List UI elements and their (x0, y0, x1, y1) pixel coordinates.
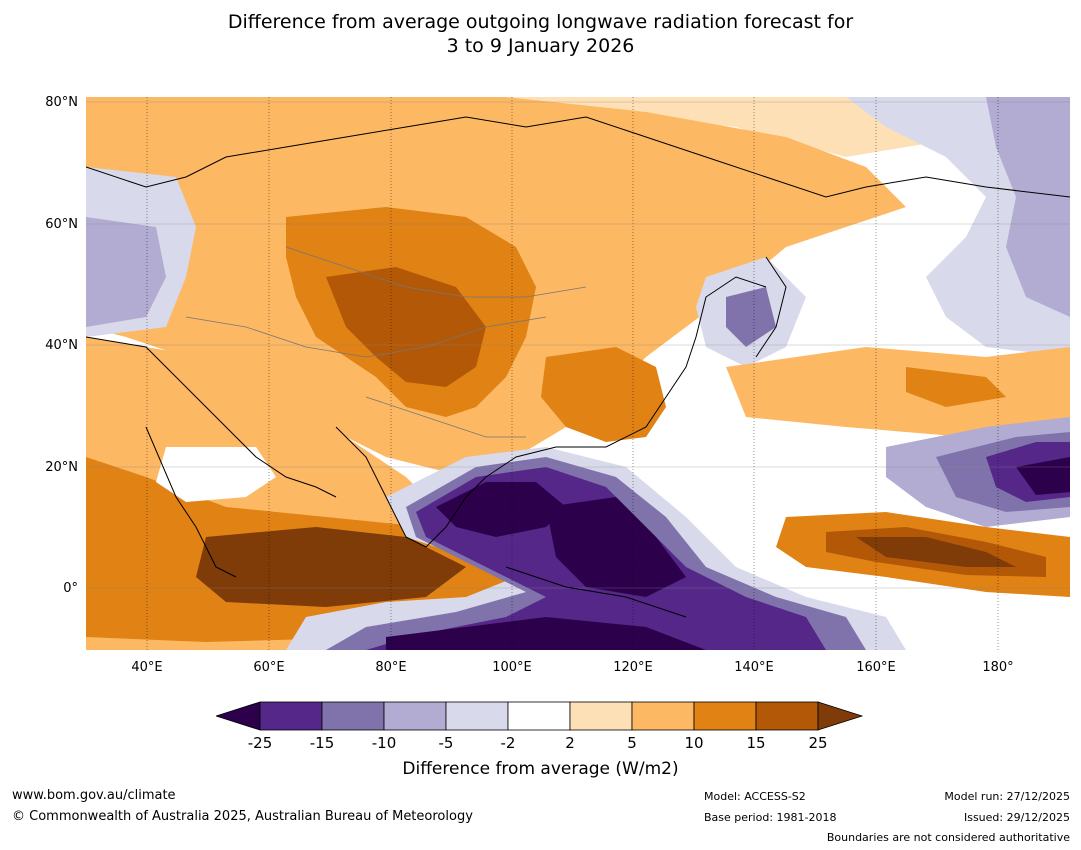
map-canvas (86, 97, 1070, 650)
lon-label-40e: 40°E (131, 660, 163, 675)
colorbar-segment (693, 701, 757, 731)
lat-label-0: 0° (63, 581, 78, 596)
colorbar-segment (259, 701, 323, 731)
lon-label-100e: 100°E (492, 660, 532, 675)
colorbar-segment (383, 701, 447, 731)
lon-label-160e: 160°E (856, 660, 896, 675)
lat-label-80n: 80°N (45, 95, 78, 110)
colorbar-tick-label: -5 (438, 734, 454, 752)
lat-label-40n: 40°N (45, 338, 78, 353)
footer-disclaimer: Boundaries are not considered authoritat… (826, 831, 1070, 844)
colorbar-segment (507, 701, 571, 731)
colorbar-segment (755, 701, 819, 731)
colorbar-tick-label: 15 (746, 734, 766, 752)
colorbar-segment (321, 701, 385, 731)
colorbar-tick-label: -10 (371, 734, 397, 752)
lat-label-60n: 60°N (45, 217, 78, 232)
colorbar (216, 701, 864, 731)
colorbar-segment (445, 701, 509, 731)
title-line-1: Difference from average outgoing longwav… (227, 11, 854, 33)
colorbar-tick-label: 5 (627, 734, 637, 752)
footer-website[interactable]: www.bom.gov.au/climate (12, 788, 176, 803)
footer-base-period: Base period: 1981-2018 (704, 811, 837, 824)
lon-label-60e: 60°E (253, 660, 285, 675)
colorbar-extend-low (216, 701, 261, 731)
colorbar-tick-label: 25 (808, 734, 828, 752)
footer-model-run: Model run: 27/12/2025 (944, 790, 1070, 803)
footer-copyright: © Commonwealth of Australia 2025, Austra… (12, 809, 473, 824)
colorbar-segment (631, 701, 695, 731)
olr-anomaly-map (86, 97, 1070, 650)
colorbar-segment (569, 701, 633, 731)
colorbar-tick-label: -2 (500, 734, 516, 752)
lat-label-20n: 20°N (45, 460, 78, 475)
map-title: Difference from average outgoing longwav… (0, 10, 1081, 58)
colorbar-tick-label: -15 (309, 734, 335, 752)
lon-label-140e: 140°E (734, 660, 774, 675)
title-line-2: 3 to 9 January 2026 (446, 35, 635, 57)
footer-model: Model: ACCESS-S2 (704, 790, 806, 803)
lon-label-80e: 80°E (375, 660, 407, 675)
colorbar-label: Difference from average (W/m2) (402, 759, 679, 779)
lon-label-120e: 120°E (613, 660, 653, 675)
footer-issued: Issued: 29/12/2025 (963, 811, 1070, 824)
colorbar-tick-label: 10 (684, 734, 704, 752)
colorbar-tick-label: -25 (247, 734, 273, 752)
colorbar-tick-label: 2 (565, 734, 575, 752)
lon-label-180: 180° (982, 660, 1014, 675)
colorbar-extend-high (817, 701, 864, 731)
